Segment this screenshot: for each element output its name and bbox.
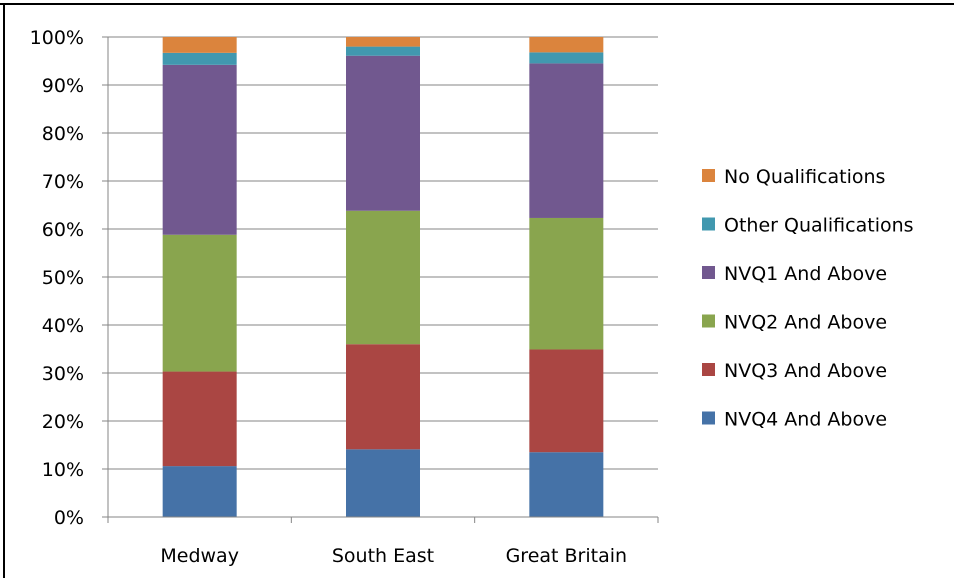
y-tick-label: 90%: [42, 75, 84, 97]
bar-segment-other-qualifications: [346, 46, 420, 56]
legend-swatch: [702, 314, 715, 328]
y-tick-label: 0%: [54, 507, 84, 529]
legend-label: Other Qualifications: [724, 215, 914, 237]
bar-segment-nvq3-and-above: [346, 344, 420, 450]
legend-label: NVQ2 And Above: [724, 312, 887, 334]
bar-segment-nvq2-and-above: [346, 210, 420, 345]
bar-segment-nvq1-and-above: [529, 63, 604, 218]
bar-segment-nvq1-and-above: [162, 64, 237, 235]
axes: [102, 36, 659, 523]
x-category-label: South East: [332, 545, 434, 567]
legend-swatch: [702, 411, 715, 425]
bars: [162, 37, 604, 517]
legend-swatch: [702, 217, 715, 231]
y-tick-label: 30%: [42, 363, 84, 385]
bar-segment-nvq4-and-above: [162, 466, 237, 517]
chart-border: [0, 3, 954, 578]
bar-segment-other-qualifications: [529, 52, 604, 64]
legend-label: NVQ4 And Above: [724, 409, 887, 431]
bar-segment-other-qualifications: [162, 52, 237, 65]
bar-segment-no-qualifications: [346, 37, 420, 47]
legend-swatch: [702, 266, 715, 279]
y-tick-label: 60%: [42, 219, 84, 241]
bar-segment-nvq4-and-above: [529, 452, 604, 517]
legend-label: No Qualifications: [724, 166, 885, 188]
y-tick-label: 70%: [42, 171, 84, 193]
legend-swatch: [702, 169, 715, 182]
bar-segment-no-qualifications: [162, 37, 237, 53]
y-tick-label: 100%: [30, 27, 84, 49]
bar-segment-nvq1-and-above: [346, 55, 420, 211]
y-tick-label: 10%: [42, 459, 84, 481]
legend-swatch: [702, 363, 715, 376]
y-tick-label: 20%: [42, 411, 84, 433]
bar-segment-nvq2-and-above: [529, 217, 604, 350]
legend-label: NVQ3 And Above: [724, 360, 887, 382]
bar-segment-nvq4-and-above: [346, 449, 420, 517]
bar-segment-nvq2-and-above: [162, 234, 237, 372]
bar-segment-no-qualifications: [529, 37, 604, 53]
legend: No Qualifications Other Qualifications NVQ…: [702, 166, 914, 431]
y-tick-label: 80%: [42, 123, 84, 145]
legend-label: NVQ1 And Above: [724, 263, 887, 285]
y-tick-label: 40%: [42, 315, 84, 337]
y-axis-tick-labels: 0% 10% 20% 30% 40% 50% 60% 70% 80% 90% 100%: [30, 27, 84, 529]
x-category-label: Great Britain: [506, 545, 627, 567]
bar-segment-nvq3-and-above: [162, 371, 237, 467]
x-axis-category-labels: Medway South East Great Britain: [160, 545, 627, 567]
bar-segment-nvq3-and-above: [529, 349, 604, 453]
x-category-label: Medway: [160, 545, 239, 567]
y-tick-label: 50%: [42, 267, 84, 289]
